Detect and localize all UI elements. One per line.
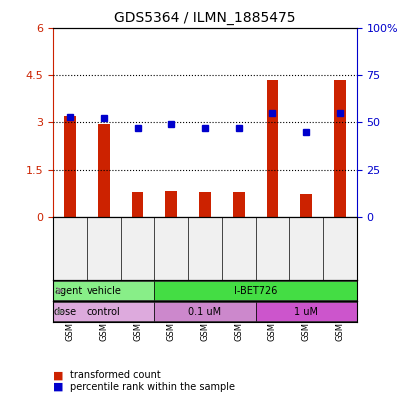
Text: dose: dose — [54, 307, 77, 317]
FancyBboxPatch shape — [53, 281, 154, 300]
Bar — [98, 125, 110, 217]
Text: I-BET726: I-BET726 — [233, 286, 276, 296]
Text: agent: agent — [54, 286, 82, 296]
Text: percentile rank within the sample: percentile rank within the sample — [70, 382, 234, 392]
Text: 0.1 uM: 0.1 uM — [188, 307, 221, 317]
Text: transformed count: transformed count — [70, 370, 160, 380]
FancyBboxPatch shape — [154, 281, 356, 300]
Bar — [165, 191, 177, 217]
Bar — [131, 192, 143, 217]
Title: GDS5364 / ILMN_1885475: GDS5364 / ILMN_1885475 — [114, 11, 295, 25]
FancyBboxPatch shape — [154, 302, 255, 321]
Text: vehicle: vehicle — [86, 286, 121, 296]
Text: 1 uM: 1 uM — [293, 307, 317, 317]
FancyBboxPatch shape — [53, 302, 154, 321]
Bar — [64, 116, 76, 217]
FancyBboxPatch shape — [255, 302, 356, 321]
Text: ■: ■ — [53, 370, 64, 380]
Bar — [333, 80, 345, 217]
Bar — [266, 80, 278, 217]
Bar — [232, 192, 244, 217]
Text: ■: ■ — [53, 382, 64, 392]
Bar — [199, 192, 210, 217]
Bar — [299, 194, 311, 217]
Text: control: control — [87, 307, 120, 317]
